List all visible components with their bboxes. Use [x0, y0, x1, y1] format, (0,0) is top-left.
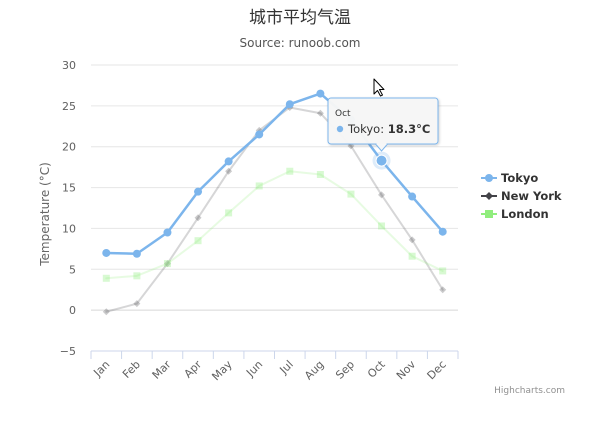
data-point-tokyo[interactable]	[408, 192, 417, 201]
data-point-london[interactable]	[316, 170, 324, 178]
data-point-new-york[interactable]	[194, 214, 202, 222]
tooltip-header: Oct	[335, 109, 351, 119]
credits-link[interactable]: Highcharts.com	[494, 386, 565, 396]
legend-item-tokyo[interactable]: Tokyo	[481, 171, 538, 185]
legend: Tokyo New York London	[481, 171, 562, 221]
data-point-tokyo[interactable]	[132, 249, 141, 258]
cursor-layer	[373, 78, 385, 97]
data-point-new-york[interactable]	[408, 236, 416, 244]
x-tick-label: Dec	[425, 358, 449, 382]
data-point-tokyo[interactable]	[285, 100, 294, 109]
x-tick-label: Mar	[150, 358, 174, 382]
legend-marker-new-york[interactable]	[485, 192, 493, 200]
y-tick-label: 25	[62, 100, 76, 113]
chart-title: 城市平均气温	[249, 8, 351, 28]
data-point-tokyo[interactable]	[316, 89, 325, 98]
legend-label: Tokyo	[501, 171, 538, 185]
tooltip-value: 18.3°C	[388, 122, 431, 136]
legend-marker-london[interactable]	[485, 210, 493, 218]
series-london	[102, 167, 447, 282]
x-tick-label: Jun	[243, 358, 265, 380]
legend-marker-tokyo[interactable]	[485, 174, 493, 182]
legend-label: London	[501, 207, 549, 221]
y-tick-label: 30	[62, 59, 76, 72]
data-point-london[interactable]	[408, 252, 416, 260]
y-tick-label: −5	[60, 345, 76, 358]
series-line-london[interactable]	[105, 170, 444, 280]
data-point-london[interactable]	[133, 272, 141, 280]
x-tick-label: Sep	[333, 358, 357, 382]
x-tick-label: Feb	[120, 358, 143, 381]
x-tick-label: Jan	[91, 358, 113, 380]
data-point-london[interactable]	[102, 274, 110, 282]
series-layer	[102, 89, 447, 316]
data-point-london[interactable]	[286, 167, 294, 175]
y-tick-label: 20	[62, 141, 76, 154]
hovered-data-point[interactable]	[375, 154, 388, 167]
data-point-new-york[interactable]	[133, 300, 141, 308]
data-point-new-york[interactable]	[102, 308, 110, 316]
data-point-tokyo[interactable]	[438, 227, 447, 236]
legend-item-new-york[interactable]: New York	[481, 189, 562, 203]
x-tick-label: Nov	[394, 358, 419, 383]
grid-layer	[91, 64, 458, 352]
x-tick-label: Apr	[182, 358, 205, 381]
x-tick-label: May	[209, 358, 235, 384]
y-tick-label: 5	[69, 263, 76, 276]
x-tick-label: Oct	[365, 357, 388, 380]
data-point-london[interactable]	[194, 237, 202, 245]
x-tick-label: Jul	[277, 358, 296, 377]
data-point-tokyo[interactable]	[255, 130, 264, 139]
data-point-london[interactable]	[163, 260, 171, 268]
legend-label: New York	[501, 189, 562, 203]
tooltip: Oct Tokyo: 18.3°C	[327, 97, 439, 152]
data-point-london[interactable]	[439, 267, 447, 275]
tooltip-series-label: Tokyo:	[347, 122, 388, 136]
data-point-tokyo[interactable]	[194, 187, 203, 196]
data-point-london[interactable]	[347, 190, 355, 198]
data-point-new-york[interactable]	[378, 191, 386, 199]
y-tick-label: 15	[62, 182, 76, 195]
data-point-tokyo[interactable]	[163, 228, 172, 237]
x-tick-label: Aug	[302, 358, 326, 382]
data-point-london[interactable]	[378, 222, 386, 230]
data-point-london[interactable]	[255, 182, 263, 190]
chart-subtitle: Source: runoob.com	[240, 36, 361, 50]
tooltip-series-dot	[336, 125, 344, 133]
data-point-new-york[interactable]	[163, 260, 171, 268]
tooltip-value-line: Tokyo: 18.3°C	[347, 122, 430, 136]
data-point-tokyo[interactable]	[102, 248, 111, 257]
data-point-new-york[interactable]	[316, 109, 324, 117]
tooltip-box	[327, 97, 439, 145]
y-tick-label: 0	[69, 304, 76, 317]
mouse-cursor-icon	[373, 78, 385, 97]
data-point-new-york[interactable]	[225, 167, 233, 175]
series-line-tokyo[interactable]	[105, 92, 444, 256]
data-point-london[interactable]	[225, 209, 233, 217]
data-point-new-york[interactable]	[439, 286, 447, 294]
legend-item-london[interactable]: London	[481, 207, 549, 221]
data-point-tokyo[interactable]	[224, 157, 233, 166]
tooltip-pointer	[375, 143, 388, 152]
y-tick-label: 10	[62, 222, 76, 235]
y-axis-title: Temperature (°C)	[38, 162, 52, 267]
